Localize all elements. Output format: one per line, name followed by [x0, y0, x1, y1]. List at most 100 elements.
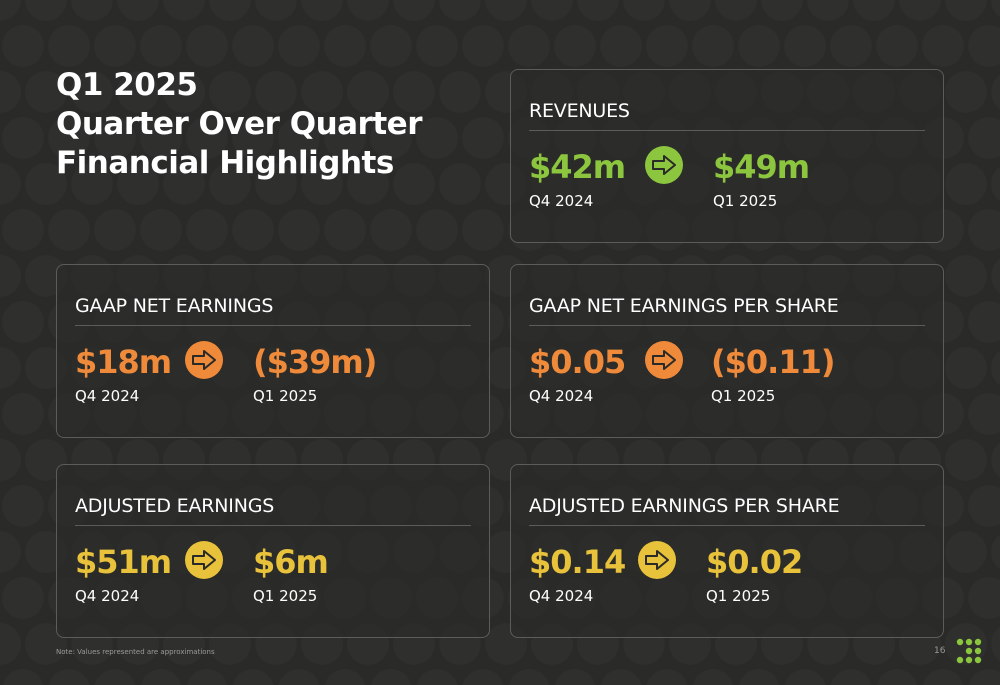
- title-line-2: Quarter Over Quarter: [56, 106, 422, 142]
- background-circle: [462, 25, 504, 67]
- background-circle: [416, 209, 458, 251]
- gaap-eps-curr-value: ($0.11): [711, 343, 835, 381]
- background-circle: [439, 71, 481, 113]
- background-circle: [945, 347, 987, 389]
- background-circle: [991, 350, 1000, 386]
- revenues-card: REVENUES $42m Q4 2024 $49m Q1 2025: [510, 69, 944, 243]
- revenues-prev-value: $42m: [529, 148, 626, 186]
- background-circle: [876, 669, 918, 685]
- background-circle: [669, 0, 711, 21]
- background-circle: [968, 25, 1000, 67]
- background-circle: [600, 25, 642, 67]
- gaap-net-earnings-prev-period: Q4 2024: [75, 387, 140, 405]
- background-circle: [807, 0, 849, 21]
- background-circle: [2, 25, 44, 67]
- background-circle: [232, 117, 274, 159]
- background-circle: [531, 0, 573, 21]
- title-line-3: Financial Highlights: [56, 145, 394, 181]
- background-circle: [209, 163, 251, 205]
- background-circle: [991, 0, 1000, 18]
- background-circle: [71, 163, 113, 205]
- gaap-net-earnings-card: GAAP NET EARNINGS $18m Q4 2024 ($39m) Q1…: [56, 264, 490, 438]
- gaap-net-earnings-prev-value: $18m: [75, 343, 172, 381]
- background-circle: [370, 209, 412, 251]
- adjusted-eps-card: ADJUSTED EARNINGS PER SHARE $0.14 Q4 202…: [510, 464, 944, 638]
- gaap-eps-label: GAAP NET EARNINGS PER SHARE: [529, 295, 925, 326]
- background-circle: [324, 669, 366, 685]
- gaap-eps-prev-value: $0.05: [529, 343, 626, 381]
- background-circle: [968, 301, 1000, 343]
- background-circle: [117, 163, 159, 205]
- background-circle: [416, 669, 458, 685]
- background-circle: [439, 0, 481, 21]
- background-circle: [393, 163, 435, 205]
- background-circle: [968, 669, 1000, 685]
- background-circle: [347, 0, 389, 21]
- background-circle: [370, 25, 412, 67]
- background-circle: [968, 393, 1000, 435]
- background-circle: [922, 669, 964, 685]
- adjusted-earnings-curr-period: Q1 2025: [253, 587, 318, 605]
- background-circle: [370, 117, 412, 159]
- background-circle: [0, 163, 21, 205]
- background-circle: [186, 117, 228, 159]
- right-arrow-icon: [185, 341, 223, 379]
- background-circle: [945, 623, 987, 665]
- adjusted-eps-label: ADJUSTED EARNINGS PER SHARE: [529, 495, 925, 526]
- adjusted-earnings-curr-value: $6m: [253, 543, 329, 581]
- adjusted-eps-curr-value: $0.02: [706, 543, 803, 581]
- background-circle: [94, 25, 136, 67]
- background-circle: [301, 0, 343, 21]
- background-circle: [140, 669, 182, 685]
- background-circle: [94, 117, 136, 159]
- background-circle: [370, 669, 412, 685]
- background-circle: [945, 255, 987, 297]
- background-circle: [0, 347, 21, 389]
- background-circle: [0, 71, 21, 113]
- background-circle: [945, 531, 987, 573]
- adjusted-earnings-label: ADJUSTED EARNINGS: [75, 495, 471, 526]
- right-arrow-icon: [645, 341, 683, 379]
- background-circle: [991, 74, 1000, 110]
- background-circle: [117, 71, 159, 113]
- background-circle: [876, 25, 918, 67]
- background-circle: [186, 25, 228, 67]
- background-circle: [393, 0, 435, 21]
- background-circle: [945, 0, 987, 21]
- gaap-net-earnings-curr-value: ($39m): [253, 343, 377, 381]
- right-arrow-icon: [185, 541, 223, 579]
- background-circle: [945, 71, 987, 113]
- background-circle: [48, 25, 90, 67]
- background-circle: [508, 25, 550, 67]
- right-arrow-icon: [638, 541, 676, 579]
- background-circle: [0, 623, 21, 665]
- background-circle: [186, 669, 228, 685]
- background-circle: [255, 0, 297, 21]
- background-circle: [117, 0, 159, 21]
- background-circle: [968, 577, 1000, 619]
- background-circle: [991, 534, 1000, 570]
- background-circle: [0, 255, 21, 297]
- adjusted-eps-prev-period: Q4 2024: [529, 587, 594, 605]
- background-circle: [623, 0, 665, 21]
- gaap-net-earnings-curr-period: Q1 2025: [253, 387, 318, 405]
- background-circle: [48, 669, 90, 685]
- adjusted-earnings-prev-period: Q4 2024: [75, 587, 140, 605]
- footnote: Note: Values represented are approximati…: [56, 648, 215, 656]
- background-circle: [278, 209, 320, 251]
- background-circle: [2, 301, 44, 343]
- background-circle: [945, 439, 987, 481]
- background-circle: [692, 669, 734, 685]
- background-circle: [462, 669, 504, 685]
- background-circle: [485, 0, 527, 21]
- background-circle: [784, 25, 826, 67]
- background-circle: [232, 25, 274, 67]
- background-circle: [2, 669, 44, 685]
- background-circle: [140, 25, 182, 67]
- background-circle: [508, 669, 550, 685]
- background-circle: [278, 669, 320, 685]
- background-circle: [462, 209, 504, 251]
- background-circle: [830, 669, 872, 685]
- background-circle: [416, 117, 458, 159]
- background-circle: [140, 117, 182, 159]
